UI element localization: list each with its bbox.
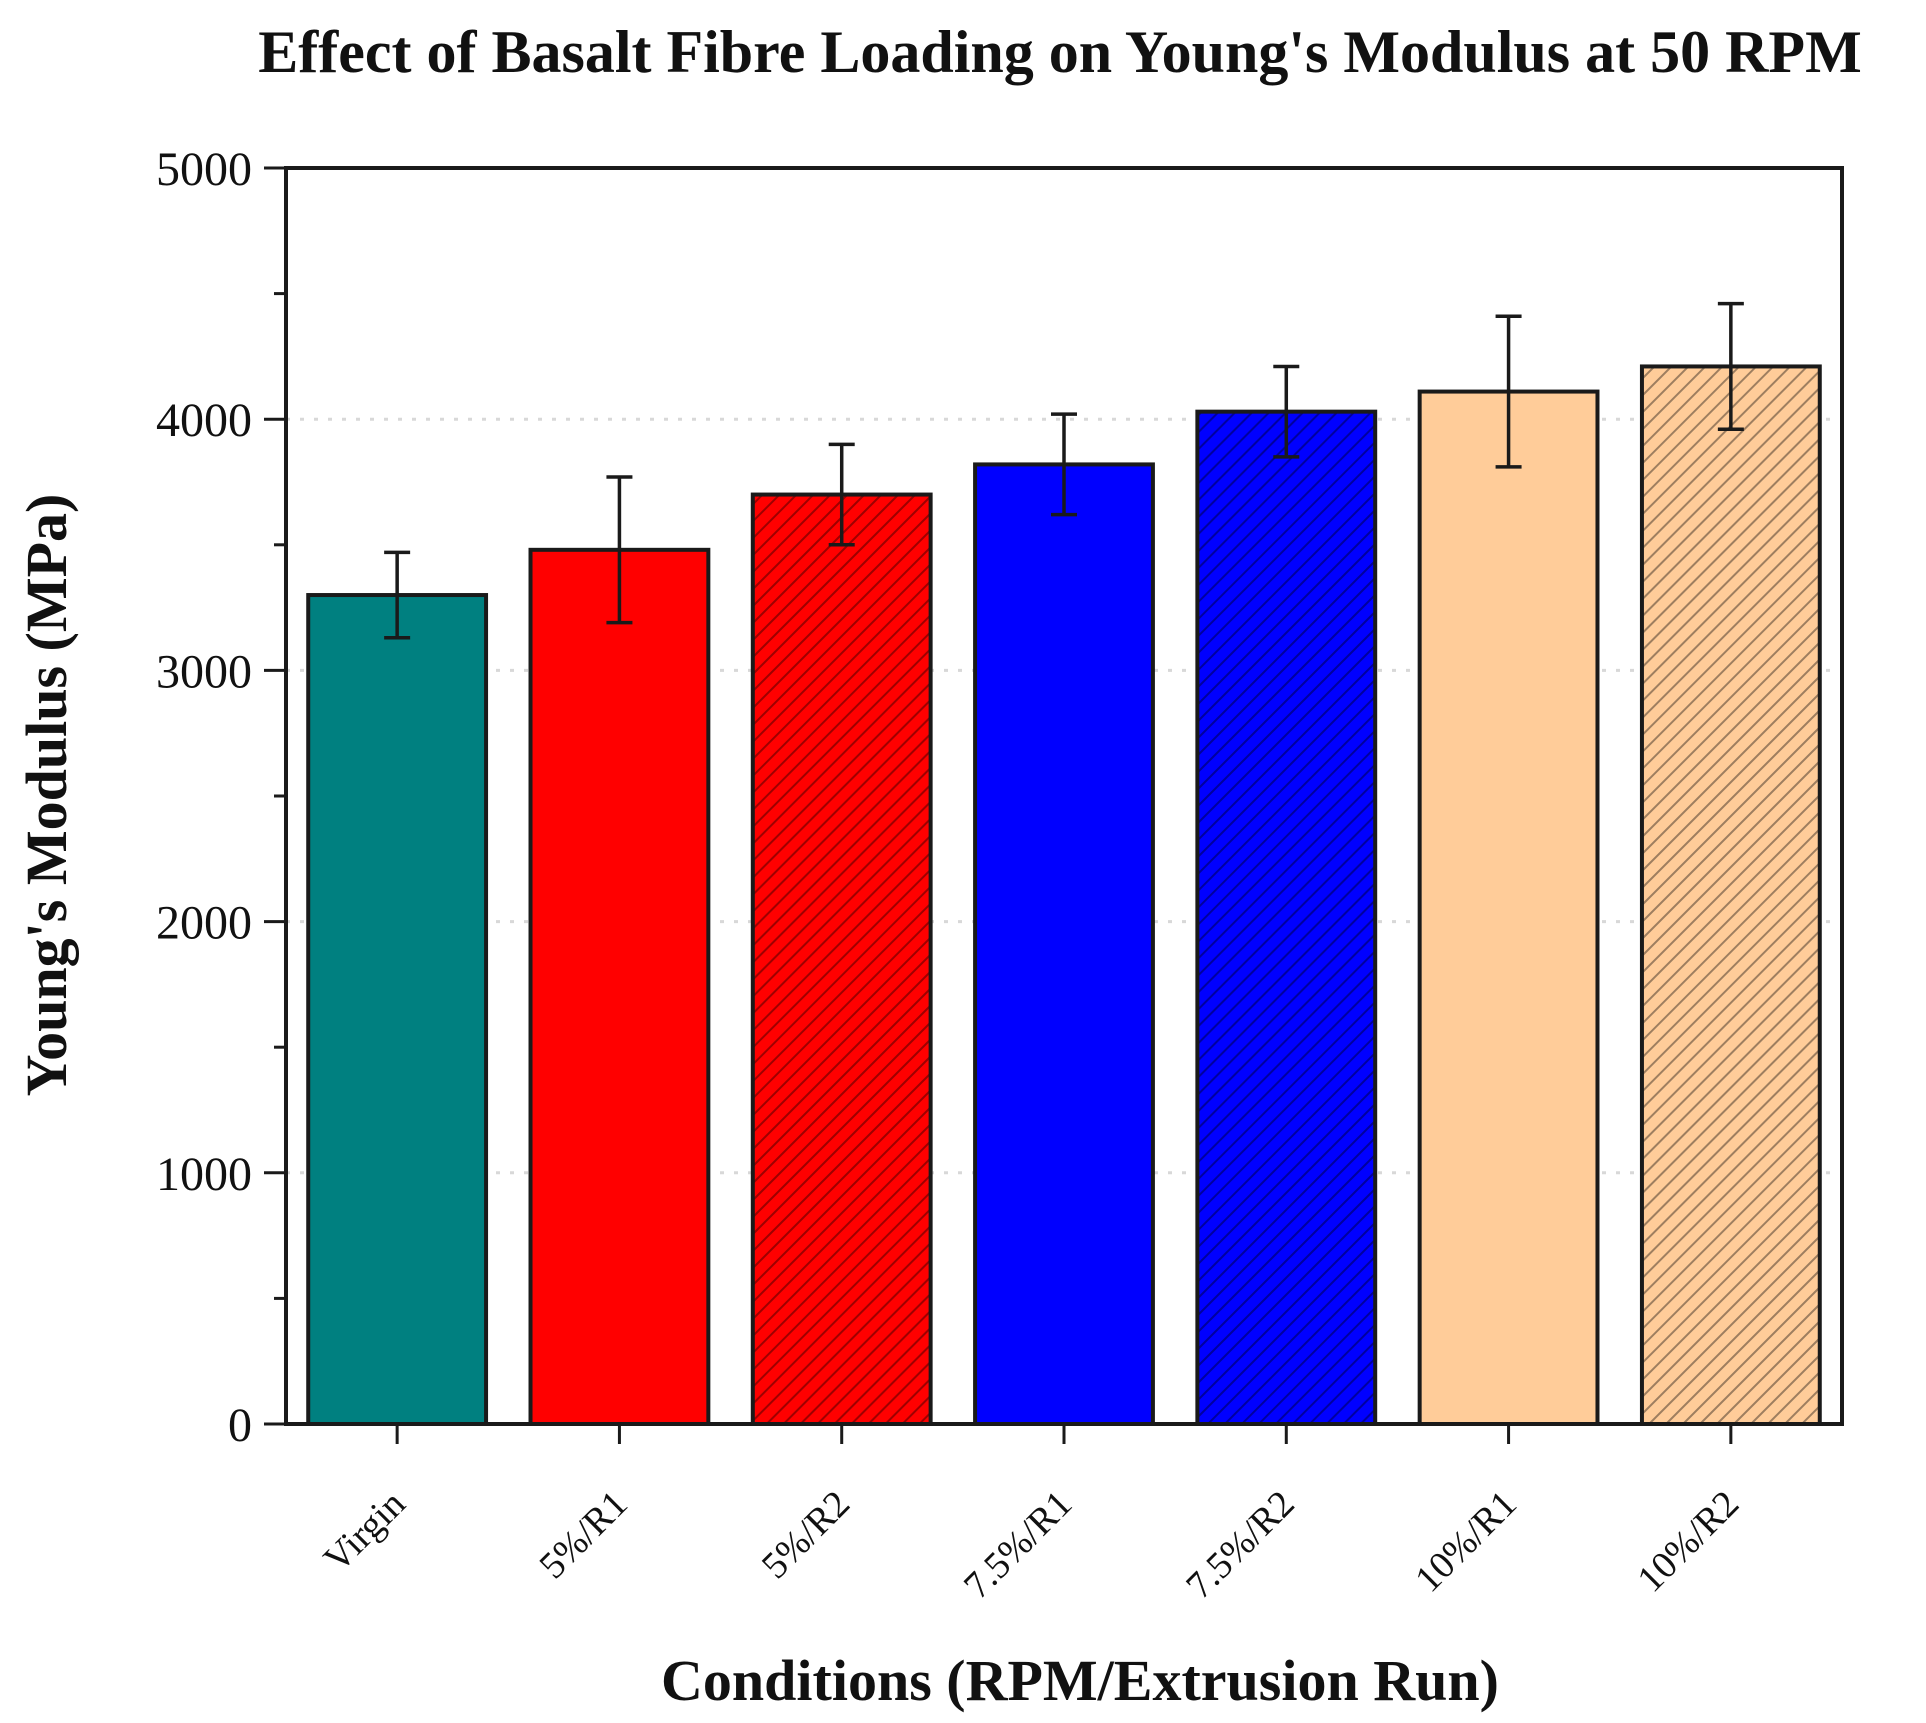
y-tick-label: 3000 (156, 645, 252, 698)
bar (1417, 389, 1600, 1426)
x-tick-label: 5%/R1 (531, 1483, 635, 1587)
y-axis-title: Young's Modulus (MPa) (14, 494, 79, 1097)
bar (528, 547, 711, 1426)
bar (750, 492, 933, 1426)
bar (1195, 409, 1378, 1426)
y-tick-label: 0 (228, 1399, 252, 1452)
y-tick-label: 4000 (156, 394, 252, 447)
x-tick-label: 7.5%/R2 (1178, 1483, 1302, 1607)
x-tick-label: 5%/R2 (754, 1483, 858, 1587)
x-axis-title: Conditions (RPM/Extrusion Run) (661, 1648, 1499, 1713)
bar (306, 593, 489, 1426)
bar (1639, 364, 1822, 1426)
bars (306, 301, 1822, 1426)
y-tick-label: 5000 (156, 143, 252, 196)
x-tick-label: 7.5%/R1 (956, 1483, 1080, 1607)
chart-title: Effect of Basalt Fibre Loading on Young'… (258, 19, 1861, 85)
x-tick-label: 10%/R1 (1407, 1483, 1525, 1601)
x-tick-label: Virgin (316, 1483, 414, 1581)
y-tick-label: 2000 (156, 897, 252, 950)
bar (973, 462, 1155, 1426)
x-tick-label: 10%/R2 (1629, 1483, 1747, 1601)
y-tick-label: 1000 (156, 1148, 252, 1201)
